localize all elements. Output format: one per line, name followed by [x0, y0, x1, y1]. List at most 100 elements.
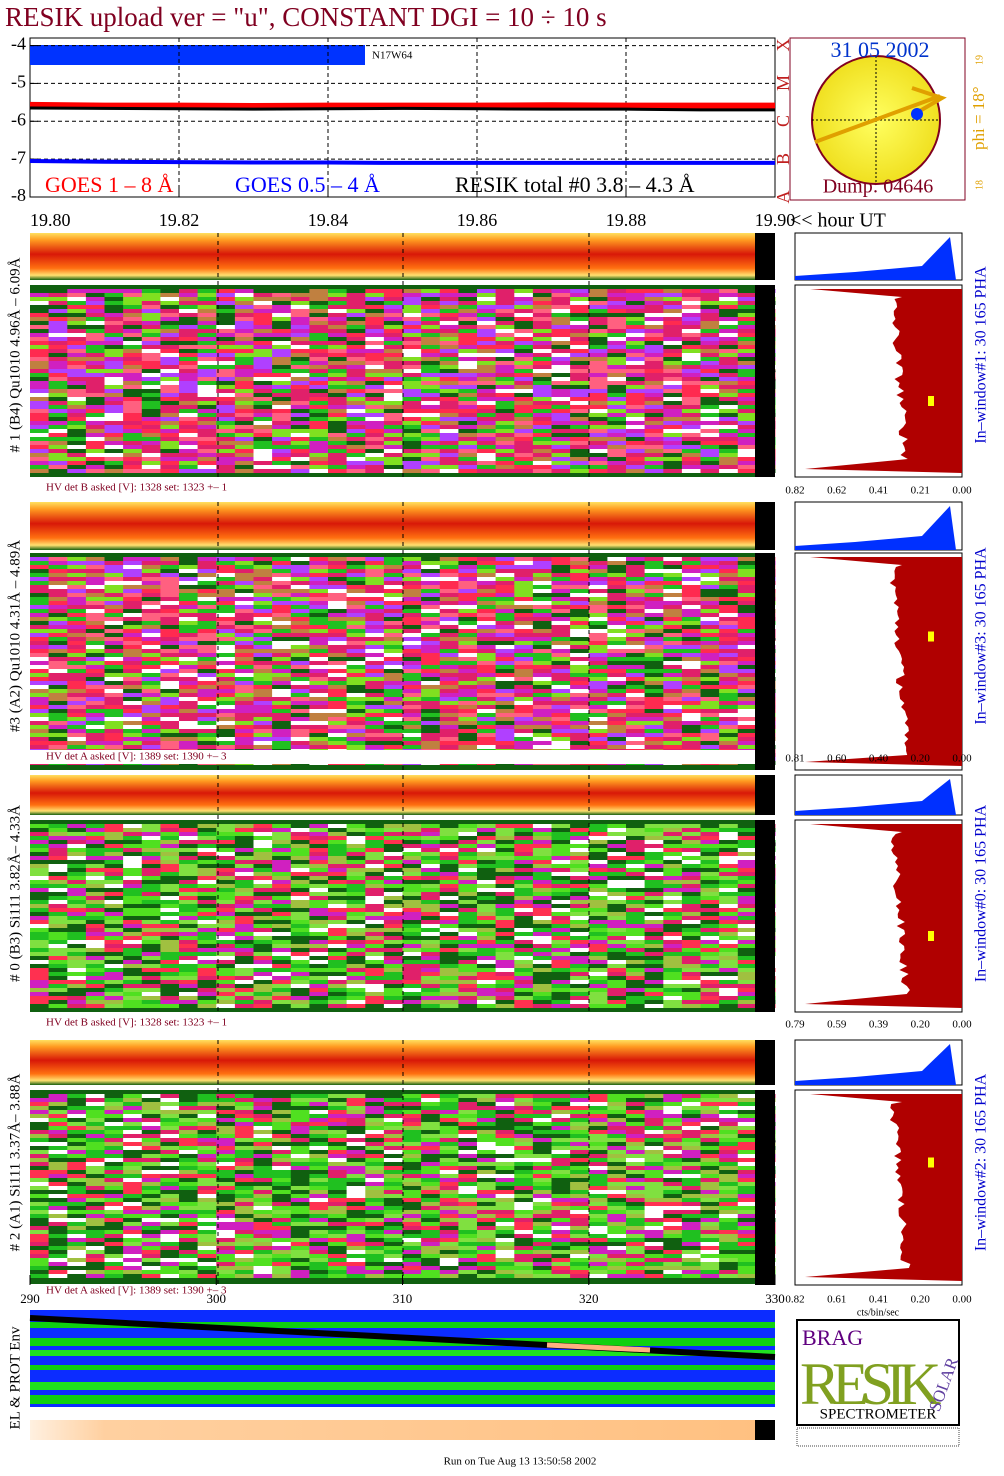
spectrogram-cell: [719, 441, 739, 445]
spectrogram-cell: [253, 892, 273, 896]
spectrogram-cell: [383, 645, 403, 649]
spectrogram-cell: [67, 413, 87, 417]
spectrogram-cell: [681, 365, 701, 369]
spectrogram-cell: [737, 405, 757, 409]
spectrogram-cell: [141, 984, 161, 988]
spectrogram-cell: [719, 357, 739, 361]
spectrogram-cell: [477, 453, 497, 457]
spectrogram-cell: [719, 325, 739, 329]
spectrogram-cell: [570, 685, 590, 689]
spectrogram-cell: [700, 293, 720, 297]
spectrogram-cell: [67, 956, 87, 960]
spectrogram-cell: [588, 353, 608, 357]
spectrogram-cell: [30, 361, 50, 365]
spectrogram-cell: [160, 601, 180, 605]
spectrogram-cell: [290, 309, 310, 313]
hv-text: HV det B asked [V]: 1328 set: 1323 +– 1: [46, 482, 227, 494]
spectrogram-cell: [737, 657, 757, 661]
spectrogram-cell: [272, 561, 292, 565]
spectrogram-cell: [160, 657, 180, 661]
spectrogram-cell: [532, 685, 552, 689]
spectrogram-cell: [48, 573, 68, 577]
spectrogram-cell: [644, 469, 664, 473]
spectrogram-cell: [272, 956, 292, 960]
spectrogram-cell: [234, 892, 254, 896]
spectrogram-cell: [253, 908, 273, 912]
spectrogram-cell: [197, 629, 217, 633]
spectrogram-cell: [458, 385, 478, 389]
spectrogram-cell: [216, 984, 236, 988]
spectrogram-cell: [328, 413, 348, 417]
spectrogram-cell: [626, 461, 646, 465]
spectrogram-cell: [346, 409, 366, 413]
spectrogram-cell: [383, 689, 403, 693]
spectrogram-cell: [253, 633, 273, 637]
spectrogram-cell: [179, 337, 199, 341]
spectrogram-cell: [719, 593, 739, 597]
spectrogram-cell: [160, 637, 180, 641]
spectrogram-cell: [346, 609, 366, 613]
spectrogram-cell: [551, 313, 571, 317]
spectrogram-cell: [85, 309, 105, 313]
spectrogram-cell: [458, 349, 478, 353]
spectrogram-cell: [272, 597, 292, 601]
spectrogram-cell: [663, 589, 683, 593]
spectrogram-cell: [681, 409, 701, 413]
spectrogram-cell: [570, 401, 590, 405]
spectrogram-cell: [179, 980, 199, 984]
spectrogram-cell: [234, 593, 254, 597]
spectrogram-cell: [607, 577, 627, 581]
spectrogram-cell: [551, 713, 571, 717]
spectrogram-cell: [383, 956, 403, 960]
spectrogram-cell: [439, 373, 459, 377]
spectrogram-cell: [477, 613, 497, 617]
spectrogram-cell: [439, 465, 459, 469]
spectrogram-cell: [272, 593, 292, 597]
spectrogram-cell: [48, 445, 68, 449]
spectrogram-cell: [439, 361, 459, 365]
spectrogram-cell: [253, 868, 273, 872]
spectrogram-cell: [719, 693, 739, 697]
spectrogram-cell: [253, 824, 273, 828]
spectrogram-cell: [216, 409, 236, 413]
spectrogram-cell: [160, 888, 180, 892]
spectrogram-cell: [104, 868, 124, 872]
spectrogram-cell: [514, 325, 534, 329]
spectrogram-cell: [328, 365, 348, 369]
spectrogram-cell: [700, 441, 720, 445]
spectrogram-cell: [85, 952, 105, 956]
spectrogram-cell: [681, 745, 701, 749]
hv-band: [30, 750, 755, 764]
spectrogram-cell: [141, 561, 161, 565]
spectrogram-cell: [30, 453, 50, 457]
spectrogram-cell: [588, 645, 608, 649]
spectrogram-cell: [719, 373, 739, 377]
spectrogram-cell: [719, 641, 739, 645]
spectrogram-cell: [402, 317, 422, 321]
spectrogram-cell: [644, 565, 664, 569]
spectrogram-cell: [234, 709, 254, 713]
spectrogram-cell: [570, 333, 590, 337]
spectrogram-cell: [514, 625, 534, 629]
spectrogram-cell: [365, 840, 385, 844]
spectrogram-cell: [477, 573, 497, 577]
spectrogram-cell: [737, 297, 757, 301]
spectrogram-cell: [30, 836, 50, 840]
spectrogram-cell: [532, 641, 552, 645]
spectrogram-cell: [495, 593, 515, 597]
spectrogram-cell: [681, 317, 701, 321]
spectrogram-cell: [197, 665, 217, 669]
spectrogram-cell: [141, 960, 161, 964]
spectrogram-cell: [421, 669, 441, 673]
spectrogram-cell: [346, 405, 366, 409]
spectrogram-cell: [532, 629, 552, 633]
spectrogram-cell: [477, 465, 497, 469]
spectrogram-cell: [160, 701, 180, 705]
spectrogram-cell: [253, 469, 273, 473]
spectrogram-cell: [719, 605, 739, 609]
spectrogram-cell: [290, 465, 310, 469]
spectrogram-cell: [328, 872, 348, 876]
spectrogram-cell: [67, 880, 87, 884]
spectrogram-cell: [30, 876, 50, 880]
spectrogram-cell: [402, 860, 422, 864]
